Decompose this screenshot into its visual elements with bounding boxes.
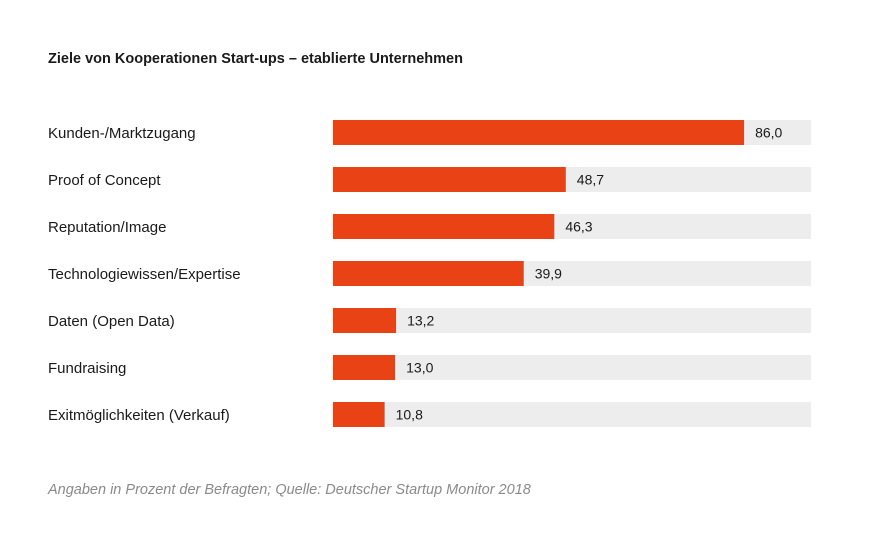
bar-track	[333, 308, 811, 333]
value-label: 13,2	[407, 313, 434, 329]
category-label: Exitmöglichkeiten (Verkauf)	[48, 407, 230, 424]
bar-row: Daten (Open Data) 13,2	[48, 308, 811, 333]
value-label: 86,0	[755, 125, 782, 141]
category-label: Daten (Open Data)	[48, 313, 175, 330]
value-label: 46,3	[565, 219, 592, 235]
category-label: Technologiewissen/Expertise	[48, 266, 241, 283]
bar-row: Reputation/Image 46,3	[48, 214, 811, 239]
bar-row: Kunden-/Marktzugang 86,0	[48, 120, 811, 145]
bar-row: Fundraising 13,0	[48, 355, 811, 380]
category-label: Fundraising	[48, 360, 126, 377]
bar	[333, 402, 385, 427]
bar-track	[333, 355, 811, 380]
bar	[333, 167, 566, 192]
value-label: 48,7	[577, 172, 604, 188]
bar	[333, 214, 555, 239]
chart-source-note: Angaben in Prozent der Befragten; Quelle…	[48, 482, 531, 498]
value-label: 13,0	[406, 360, 433, 376]
bar-track	[333, 402, 811, 427]
bar	[333, 308, 397, 333]
category-label: Proof of Concept	[48, 172, 161, 189]
bar	[333, 120, 745, 145]
bar-row: Exitmöglichkeiten (Verkauf) 10,8	[48, 402, 811, 427]
bar	[333, 261, 524, 286]
bar	[333, 355, 396, 380]
chart-title: Ziele von Kooperationen Start-ups – etab…	[48, 51, 463, 67]
category-label: Reputation/Image	[48, 219, 166, 236]
category-label: Kunden-/Marktzugang	[48, 125, 196, 142]
value-label: 39,9	[535, 266, 562, 282]
bar-row: Proof of Concept 48,7	[48, 167, 811, 192]
value-label: 10,8	[396, 407, 423, 423]
bar-row: Technologiewissen/Expertise 39,9	[48, 261, 811, 286]
